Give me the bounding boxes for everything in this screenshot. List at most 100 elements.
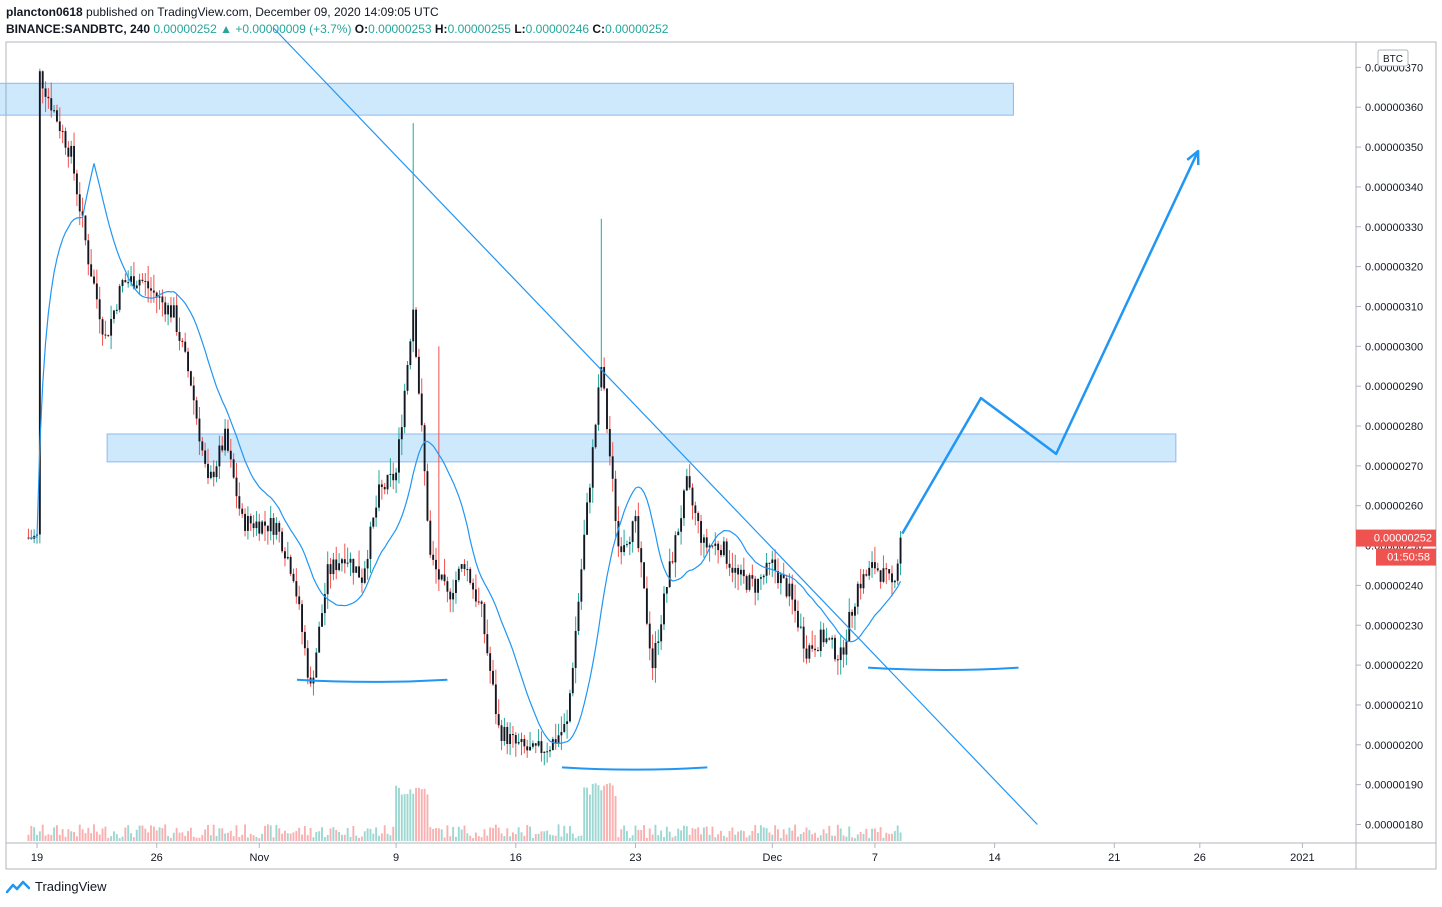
candle-body [221, 445, 224, 451]
candle-body [440, 574, 443, 580]
volume-bar [651, 834, 654, 841]
volume-bar [412, 793, 415, 841]
volume-bar [87, 827, 90, 841]
volume-bar [164, 824, 167, 841]
candle-body [694, 505, 697, 514]
volume-bar [175, 827, 178, 841]
volume-bar [121, 836, 124, 841]
candle-body [158, 296, 161, 298]
volume-bar [258, 838, 261, 841]
volume-bar [75, 836, 78, 841]
volume-bar [885, 832, 888, 841]
candle-body [187, 351, 189, 372]
candle-body [75, 173, 78, 195]
volume-bar [831, 835, 834, 841]
time-axis[interactable]: 19 26 Nov 9 16 23 Dec 7 14 21 26 2021 [31, 843, 1315, 864]
candle-body [791, 583, 794, 600]
candle-body [463, 564, 466, 570]
footer-brand[interactable]: TradingView [6, 879, 107, 894]
candle-body [854, 606, 856, 616]
last-price-marker: 0.00000252 01:50:58 [1356, 529, 1436, 566]
volume-bar [836, 824, 839, 841]
candle-body [469, 569, 472, 583]
volume-bar [457, 826, 460, 841]
candle-body [61, 131, 64, 133]
arrow-head-icon [1186, 149, 1200, 166]
price-tick-label: 0.00000320 [1365, 262, 1423, 274]
candle-body [252, 523, 255, 529]
volume-bar [90, 833, 93, 841]
candle-body [899, 537, 902, 564]
candle-body [281, 531, 284, 552]
currency-label: BTC [1383, 54, 1403, 65]
candle-body [155, 292, 158, 298]
candle-body [355, 566, 358, 573]
volume-bar [865, 828, 868, 841]
candle-body [272, 518, 275, 535]
candle-body [816, 650, 819, 652]
volume-bar [73, 832, 75, 841]
candle-body [711, 545, 714, 547]
candle-body [503, 726, 506, 741]
candle-body [583, 534, 586, 570]
volume-bar [386, 833, 389, 841]
volume-bar [318, 831, 321, 841]
volume-bar [56, 825, 58, 841]
volume-bar [469, 835, 472, 841]
price-chart[interactable]: 0.00000180 0.00000190 0.00000200 0.00000210… [0, 0, 1442, 875]
volume-bar [740, 830, 742, 841]
volume-bar [323, 837, 326, 841]
candle-body [799, 626, 802, 628]
up-arrow-icon: ▲ [220, 22, 233, 36]
volume-bar [41, 824, 44, 841]
close-value: 0.00000252 [605, 22, 669, 36]
volume-bar [640, 830, 643, 841]
volume-bar [303, 826, 306, 841]
candle-body [674, 535, 677, 563]
volume-bar [634, 825, 637, 841]
volume-bar [819, 835, 822, 841]
drawings [272, 27, 1200, 825]
volume-bar [643, 825, 645, 841]
volume-bar [155, 830, 158, 841]
price-axis[interactable]: 0.00000180 0.00000190 0.00000200 0.00000210… [1356, 62, 1423, 832]
currency-badge[interactable]: BTC [1377, 49, 1409, 67]
time-tick-label: Dec [763, 852, 783, 864]
candle-body [375, 507, 378, 518]
high-value: 0.00000255 [447, 22, 511, 36]
candle-body [617, 521, 620, 547]
volume-bar [321, 827, 323, 841]
candle-body [395, 472, 398, 481]
volume-bar [868, 837, 871, 841]
volume-bar [36, 834, 38, 841]
volume-bar [392, 826, 395, 841]
candle-body [58, 121, 61, 132]
volume-bar [152, 826, 155, 841]
volume-bar [523, 835, 526, 841]
candle-body [389, 473, 392, 475]
volume-bar [158, 827, 161, 841]
volume-bar [67, 829, 70, 841]
candle-body [284, 551, 286, 559]
volume-bar [614, 795, 617, 841]
candle-body [554, 739, 557, 743]
candle-body [372, 517, 375, 527]
candle-body [338, 563, 341, 571]
candle-body [227, 428, 229, 451]
candle-body [78, 194, 81, 212]
volume-bar [816, 837, 819, 841]
candle-body [774, 559, 777, 572]
volume-bar [110, 836, 113, 841]
candle-body [244, 513, 246, 531]
volume-bar [842, 835, 845, 841]
candle-body [118, 286, 121, 310]
volume-bar [577, 836, 580, 841]
author-name[interactable]: plancton0618 [6, 5, 83, 19]
volume-bar [594, 783, 597, 841]
price-tick-label: 0.00000360 [1365, 102, 1423, 114]
candle-body [492, 670, 494, 685]
volume-bar [540, 831, 543, 841]
volume-bar [380, 833, 383, 841]
candle-body [420, 393, 423, 426]
rounded-bottom-arc [296, 678, 448, 683]
